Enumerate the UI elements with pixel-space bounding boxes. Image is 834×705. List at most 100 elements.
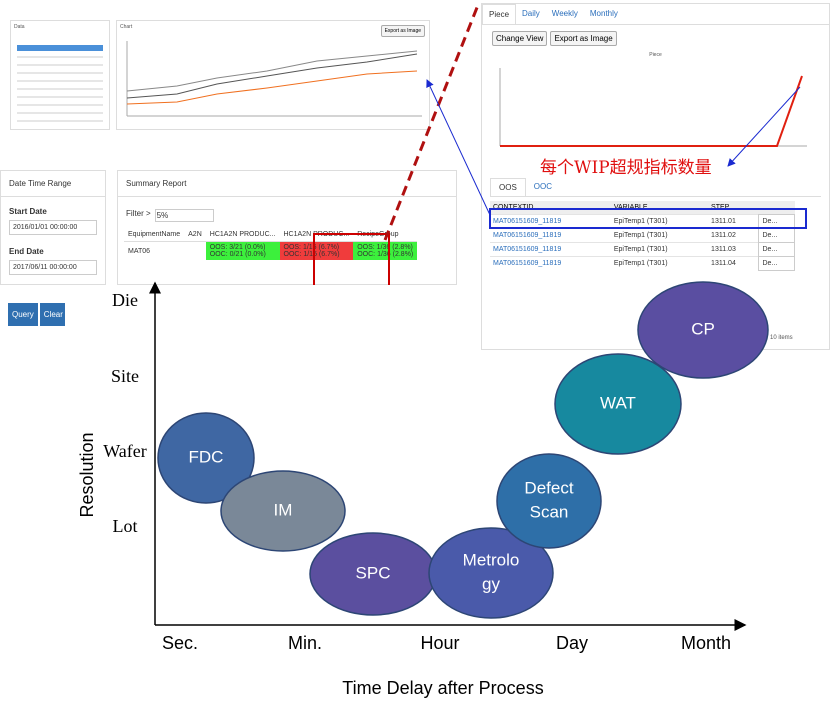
cell: 1311.03 [711,246,736,253]
cell: EpiTemp1 (T301) [613,246,668,253]
bubble-label: WAT [600,393,636,412]
header-cell: CONTEXTID [493,204,534,211]
piece-title: Piece [649,52,662,58]
status-line: OOC: 1/36 (2.8%) [357,251,414,258]
cell: EpiTemp1 (T301) [613,260,668,268]
data-title: Data [14,24,25,30]
cell: 1311.04 [711,260,736,268]
tab[interactable]: Weekly [551,9,578,18]
sub-tab[interactable]: OOS [490,178,526,196]
end-label: End Date [9,247,44,256]
y-level: Lot [113,516,138,536]
bubble [554,353,682,455]
filter: Filter > 5% [118,197,456,228]
header-cell: A2N [184,228,206,242]
y-level: Die [112,290,138,310]
bubble-label: gy [482,574,500,593]
header-cell: EquipmentName [124,228,185,242]
right-panel: Piece Daily Weekly Monthly Change View Expo… [481,3,830,350]
blue-arrow [727,86,801,167]
tab[interactable]: Daily [522,9,540,18]
status-line: OOS: 1/15 (6.7%) [283,244,340,251]
header-row: CONTEXTID VARIABLE STEP [490,201,795,215]
status-cell: OOS: 3/21 (0.0%) OOC: 0/21 (0.0%) [205,241,280,260]
toolbar: Change View Export as Image [482,25,829,52]
selected-row [17,45,103,51]
start-label: Start Date [9,207,47,216]
data-panel: Data [10,20,110,130]
status-cell: OOS: 1/36 (2.8%) OOC: 1/36 (2.8%) [353,241,418,260]
export-button[interactable]: Export as Image [380,25,425,37]
bubble [428,527,554,619]
buttons: Query Clear [8,303,67,326]
header-cell: VARIABLE [613,204,648,211]
cell: 1311.02 [711,232,736,239]
sub-tab[interactable]: OOC [533,182,553,191]
cell: 1311.01 [711,218,736,225]
mini-chart [126,41,422,117]
x-level: Hour [420,633,459,653]
piece-chart [499,68,807,147]
x-axis-label: Time Delay after Process [342,678,543,698]
status-cell: OOS: 1/15 (6.7%) OOC: 1/15 (6.7%) [279,241,354,260]
summary-row: MAT06 OOS: 3/21 (0.0%) OOC: 0/21 (0.0%) OOS… [124,241,418,260]
table-row: MAT06151609_11819 EpiTemp1 (T301) 1311.03 D… [490,242,795,257]
filter-select[interactable]: 5% [154,209,214,222]
tab[interactable]: Piece [482,4,517,24]
table-row: MAT06151609_11819 EpiTemp1 (T301) 1311.04 D… [490,256,795,271]
chart-panel: Chart Export as Image [116,20,430,130]
wip-table: CONTEXTID VARIABLE STEP MAT06151609_11819 Ep… [490,201,795,271]
y-level: Wafer [103,441,147,461]
blue-arrow [426,79,491,216]
y-axis-label: Resolution [77,432,97,517]
y-level: Site [111,366,139,386]
change-view[interactable]: Change View [492,31,548,46]
bubble [496,453,602,549]
annotation: 每个WIP超规指标数量 [540,158,712,178]
cell: EpiTemp1 (T301) [613,218,668,225]
status-line: OOS: 3/21 (0.0%) [209,244,266,251]
status-line: OOC: 0/21 (0.0%) [209,251,266,258]
status-line: OOS: 1/36 (2.8%) [357,244,413,251]
bubble-label: Metrolo [463,550,520,569]
cell[interactable]: MAT06151609_11819 [493,246,562,253]
summary-title: Summary Report [118,171,456,197]
tab[interactable]: Monthly [589,9,618,18]
bubble-label: Defect [524,478,573,497]
bubble-label: Scan [530,502,569,521]
footer: 10 items [770,335,793,341]
export-image[interactable]: Export as Image [550,31,617,46]
x-level: Month [681,633,731,653]
cell[interactable]: MAT06151609_11819 [493,260,562,268]
data-list [17,45,103,122]
cell[interactable]: MAT06151609_11819 [493,232,562,239]
date-panel: Date Time Range Start Date 2016/01/01 00… [0,170,106,285]
bubble [637,281,769,379]
bubble [220,470,346,552]
bubble-label: FDC [189,447,224,466]
row-highlight [489,208,807,229]
header-cell: HC1A2N PRODUC... [205,228,280,242]
x-level: Day [556,633,588,653]
bubble [157,412,255,504]
bubble-label: SPC [356,563,391,582]
cell: EpiTemp1 (T301) [613,232,668,239]
sub-tabs: OOS OOC [490,178,821,197]
cell[interactable]: MAT06151609_11819 [493,218,562,225]
list-rows [17,56,103,122]
clear-button[interactable]: Clear [39,303,67,326]
date-title: Date Time Range [1,171,105,197]
query-button[interactable]: Query [8,303,38,326]
tabs: Piece Daily Weekly Monthly [482,4,829,25]
end-input[interactable]: 2017/06/11 00:00:00 [9,260,97,275]
start-input[interactable]: 2016/01/01 00:00:00 [9,220,97,235]
bubble-label: CP [691,319,715,338]
bubble-label: IM [274,500,293,519]
filter-label: Filter > [126,209,151,218]
table-row: MAT06151609_11819 EpiTemp1 (T301) 1311.01 D… [490,214,795,229]
chart-title: Chart [120,24,133,30]
cell[interactable]: De... [758,256,795,271]
header-cell: STEP [711,204,730,211]
